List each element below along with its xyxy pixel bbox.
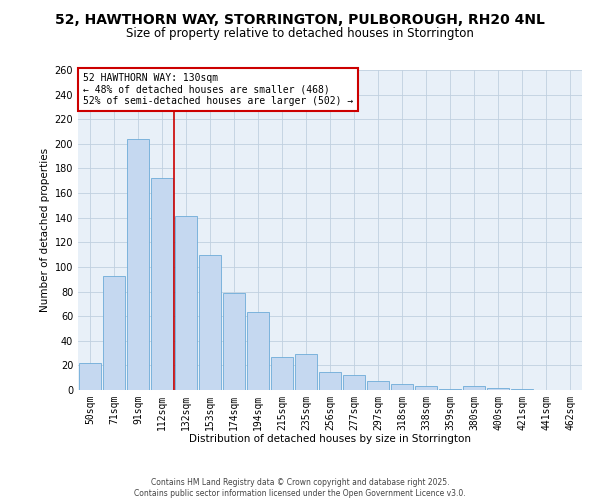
- Bar: [127, 139, 149, 390]
- Bar: [175, 216, 197, 390]
- X-axis label: Distribution of detached houses by size in Storrington: Distribution of detached houses by size …: [189, 434, 471, 444]
- Bar: [79, 363, 101, 390]
- Text: 52, HAWTHORN WAY, STORRINGTON, PULBOROUGH, RH20 4NL: 52, HAWTHORN WAY, STORRINGTON, PULBOROUG…: [55, 12, 545, 26]
- Text: Contains HM Land Registry data © Crown copyright and database right 2025.
Contai: Contains HM Land Registry data © Crown c…: [134, 478, 466, 498]
- Bar: [103, 276, 125, 390]
- Bar: [199, 254, 221, 390]
- Text: 52 HAWTHORN WAY: 130sqm
← 48% of detached houses are smaller (468)
52% of semi-d: 52 HAWTHORN WAY: 130sqm ← 48% of detache…: [83, 73, 353, 106]
- Bar: [367, 382, 389, 390]
- Bar: [271, 357, 293, 390]
- Text: Size of property relative to detached houses in Storrington: Size of property relative to detached ho…: [126, 28, 474, 40]
- Bar: [391, 384, 413, 390]
- Bar: [295, 354, 317, 390]
- Bar: [343, 375, 365, 390]
- Bar: [463, 386, 485, 390]
- Bar: [247, 312, 269, 390]
- Bar: [511, 389, 533, 390]
- Bar: [319, 372, 341, 390]
- Bar: [151, 178, 173, 390]
- Bar: [223, 293, 245, 390]
- Bar: [487, 388, 509, 390]
- Bar: [439, 389, 461, 390]
- Bar: [415, 386, 437, 390]
- Y-axis label: Number of detached properties: Number of detached properties: [40, 148, 50, 312]
